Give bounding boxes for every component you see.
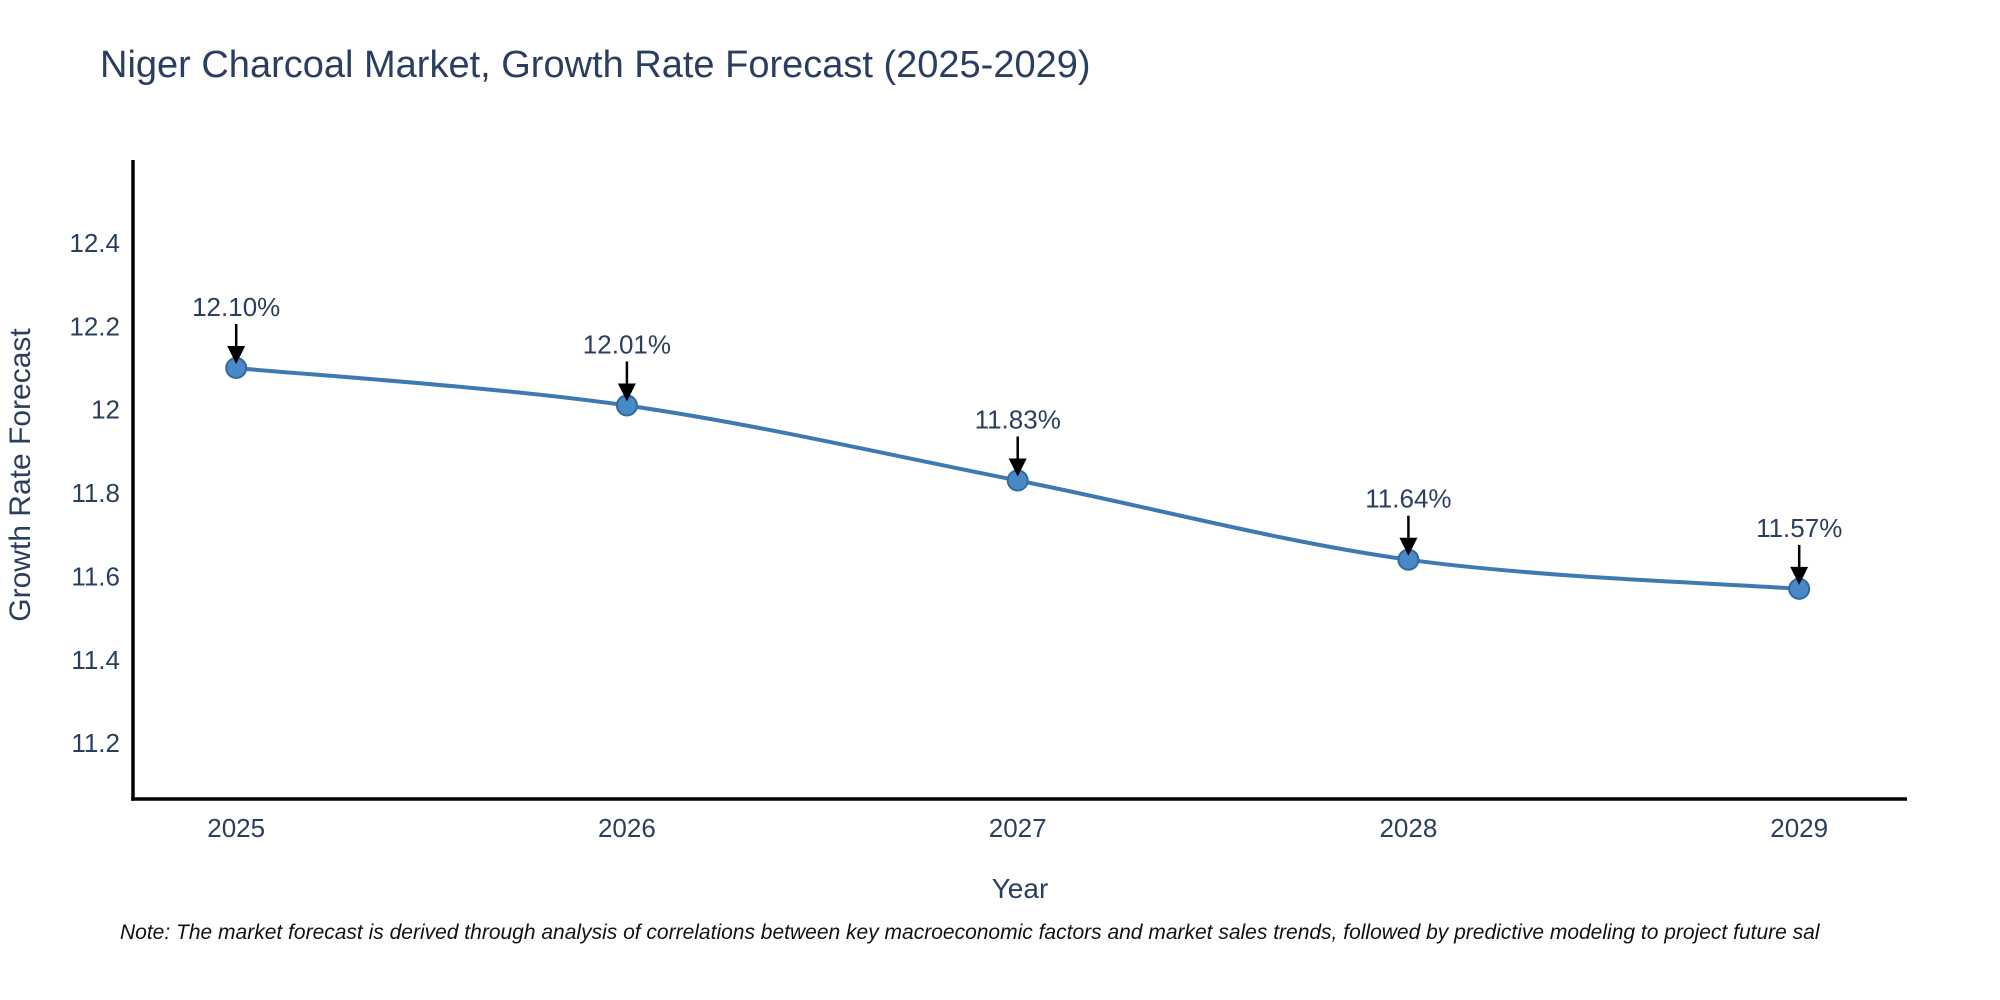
x-axis-title: Year bbox=[992, 873, 1049, 904]
annotation-arrowhead-icon bbox=[1008, 458, 1027, 477]
annotation-arrowhead-icon bbox=[1399, 537, 1418, 556]
y-tick-label: 11.6 bbox=[71, 561, 120, 591]
y-tick-label: 12 bbox=[91, 395, 120, 425]
y-axis-title: Growth Rate Forecast bbox=[4, 328, 37, 622]
annotation-arrowhead-icon bbox=[1790, 566, 1809, 585]
y-tick-label: 11.8 bbox=[71, 478, 120, 508]
x-tick-label: 2029 bbox=[1770, 813, 1828, 843]
data-point-label: 11.83% bbox=[975, 405, 1061, 435]
x-tick-label: 2025 bbox=[207, 813, 265, 843]
chart-title: Niger Charcoal Market, Growth Rate Forec… bbox=[100, 44, 1091, 86]
x-tick-label: 2026 bbox=[598, 813, 656, 843]
x-tick-label: 2028 bbox=[1379, 813, 1437, 843]
data-point-label: 12.01% bbox=[583, 330, 671, 360]
y-tick-label: 11.2 bbox=[71, 728, 120, 758]
y-tick-label: 12.2 bbox=[69, 311, 120, 341]
footnote: Note: The market forecast is derived thr… bbox=[120, 921, 1820, 944]
annotation-arrowhead-icon bbox=[617, 383, 636, 402]
x-tick-label: 2027 bbox=[989, 813, 1047, 843]
data-point-label: 11.64% bbox=[1365, 484, 1451, 514]
annotation-arrowhead-icon bbox=[227, 346, 246, 364]
data-point-label: 11.57% bbox=[1756, 513, 1842, 543]
y-tick-label: 11.4 bbox=[71, 645, 120, 675]
y-tick-label: 12.4 bbox=[69, 228, 120, 258]
data-point-label: 12.10% bbox=[192, 292, 280, 322]
